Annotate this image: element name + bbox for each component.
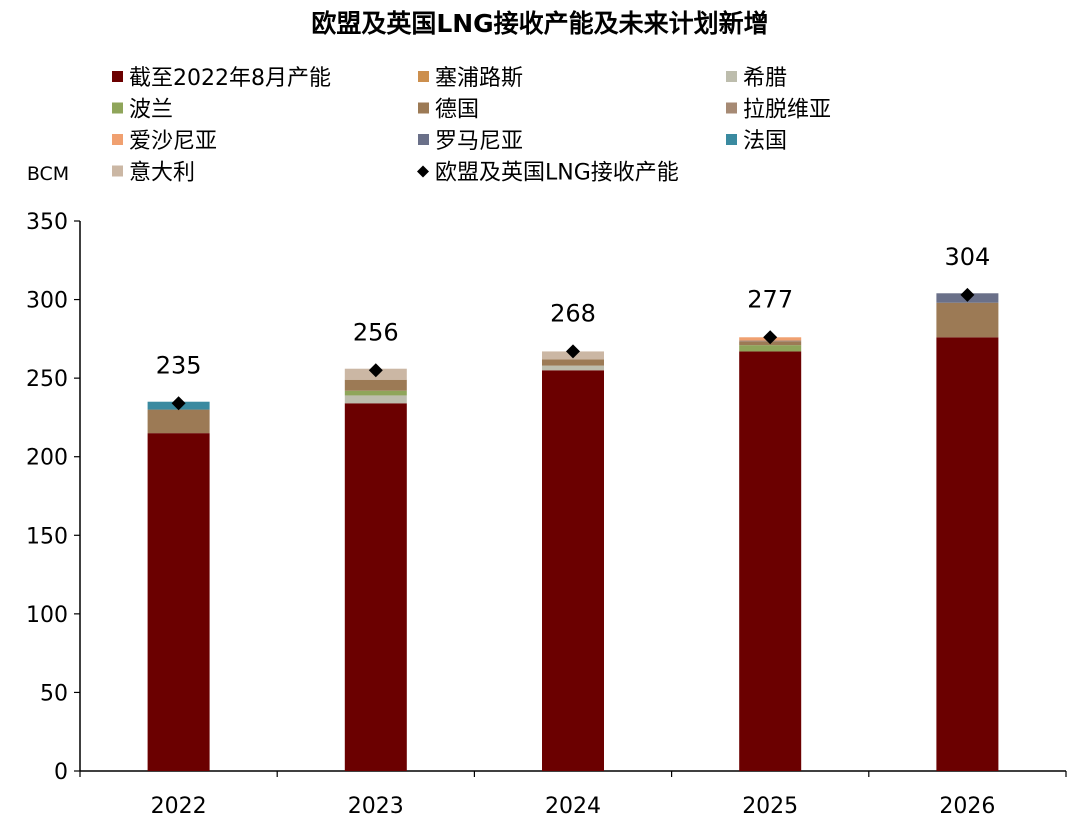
bar-segment bbox=[344, 395, 407, 404]
bar-segment bbox=[344, 403, 407, 771]
legend-label: 意大利 bbox=[129, 161, 195, 186]
legend-label: 罗马尼亚 bbox=[435, 129, 523, 154]
legend-swatch bbox=[726, 102, 737, 114]
legend-swatch bbox=[726, 134, 737, 145]
x-tick-label: 2026 bbox=[939, 794, 995, 819]
legend-label: 法国 bbox=[743, 129, 787, 154]
y-tick-label: 100 bbox=[26, 603, 68, 628]
x-tick-label: 2022 bbox=[151, 794, 207, 819]
bar-segment bbox=[147, 433, 210, 771]
capacity-marker bbox=[368, 363, 383, 378]
legend-label: 拉脱维亚 bbox=[743, 98, 831, 123]
bar-segment bbox=[542, 365, 604, 371]
legend-swatch bbox=[112, 102, 123, 114]
legend-label: 希腊 bbox=[743, 66, 787, 91]
bar-segment bbox=[739, 345, 802, 352]
legend-label: 塞浦路斯 bbox=[435, 66, 523, 91]
bar-segment bbox=[542, 359, 604, 366]
capacity-marker bbox=[566, 344, 580, 359]
y-tick-label: 0 bbox=[54, 760, 68, 785]
legend-label: 爱沙尼亚 bbox=[129, 129, 217, 154]
bar-segment bbox=[542, 370, 604, 771]
legend-label: 波兰 bbox=[129, 98, 173, 123]
bar-segment bbox=[147, 409, 210, 434]
bar-segment bbox=[344, 379, 407, 391]
legend-swatch bbox=[112, 165, 123, 177]
x-tick-label: 2024 bbox=[545, 794, 601, 819]
capacity-marker bbox=[171, 396, 186, 411]
chart-title: 欧盟及英国LNG接收产能及未来计划新增 bbox=[311, 9, 768, 38]
x-tick-label: 2023 bbox=[348, 794, 404, 819]
x-tick-label: 2025 bbox=[742, 794, 798, 819]
y-tick-label: 250 bbox=[26, 367, 68, 392]
legend-swatch bbox=[112, 134, 123, 145]
capacity-marker bbox=[763, 330, 778, 345]
markers: 235 256 268 277 304 bbox=[156, 243, 990, 411]
bar-segment bbox=[344, 390, 407, 396]
bar-segment bbox=[739, 351, 802, 771]
y-tick-label: 50 bbox=[40, 681, 68, 706]
legend-swatch bbox=[418, 71, 429, 82]
legend-swatch bbox=[418, 102, 429, 114]
data-label: 256 bbox=[353, 318, 399, 346]
y-tick-label: 350 bbox=[26, 210, 68, 235]
legend-swatch bbox=[418, 134, 429, 145]
axes: 0 50 100 150 200 250 300 350 2022 2023 2024 2025 202… bbox=[26, 210, 1067, 819]
legend-swatch bbox=[112, 71, 123, 82]
legend-label: 欧盟及英国LNG接收产能 bbox=[435, 161, 679, 186]
data-label: 235 bbox=[156, 351, 202, 379]
legend-label: 截至2022年8月产能 bbox=[129, 66, 331, 91]
y-tick-label: 150 bbox=[26, 524, 68, 549]
capacity-marker bbox=[960, 287, 975, 302]
legend-marker bbox=[417, 165, 429, 178]
data-label: 304 bbox=[944, 243, 990, 271]
data-label: 268 bbox=[550, 299, 596, 327]
y-tick-label: 300 bbox=[26, 289, 68, 314]
y-tick-label: 200 bbox=[26, 446, 68, 471]
bars bbox=[147, 293, 999, 771]
data-label: 277 bbox=[747, 285, 793, 313]
bar-segment bbox=[936, 337, 999, 771]
legend-swatch bbox=[726, 71, 737, 82]
unit-label: BCM bbox=[27, 163, 69, 185]
legend-label: 德国 bbox=[435, 98, 479, 123]
bar-segment bbox=[936, 302, 999, 338]
